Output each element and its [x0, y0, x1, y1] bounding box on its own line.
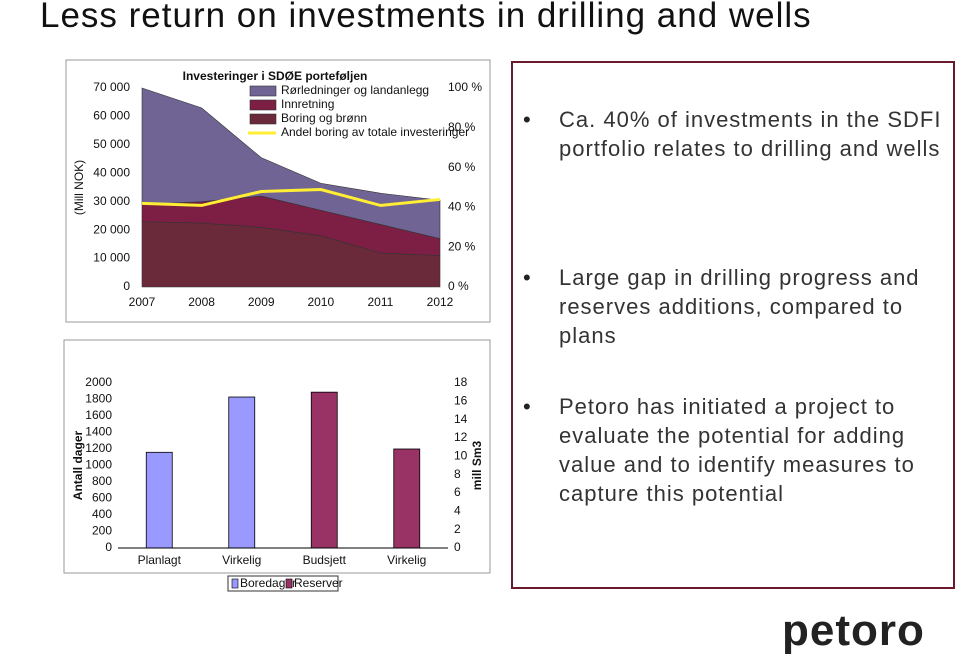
y2-tick-label: 16 [454, 394, 468, 408]
x-tick-label: 2010 [307, 295, 334, 309]
y-tick-label: 800 [92, 474, 112, 488]
charts: (Mill NOK) 0 10 000 20 000 30 000 40 000 50 00… [63, 59, 491, 592]
y-tick-label: 1400 [85, 425, 112, 439]
y2-tick-label: 18 [454, 375, 468, 389]
y-tick-label: 2000 [85, 375, 112, 389]
x-tick-label: 2009 [248, 295, 275, 309]
y-tick-label: 200 [92, 524, 112, 538]
x-tick-label: Planlagt [138, 553, 182, 567]
y-tick-label: 1600 [85, 408, 112, 422]
legend-swatch [249, 85, 277, 97]
legend-title: Investeringer i SDØE porteføljen [183, 69, 368, 83]
y2-tick-label: 40 % [448, 200, 476, 214]
x-tick-label: 2007 [129, 295, 156, 309]
y-tick-label: 0 [105, 540, 112, 554]
bullet: Ca. 40% of investments in the SDFI portf… [523, 105, 944, 163]
y-tick-label: 0 [123, 279, 130, 293]
legend-frame [227, 575, 339, 592]
x-tick-label: 2011 [367, 295, 393, 309]
y2-tick-label: 14 [454, 412, 468, 426]
y-tick-label: 70 000 [93, 80, 130, 94]
y-tick-label: 600 [92, 491, 112, 505]
chart-frame [63, 339, 491, 574]
legend-label: Innretning [281, 97, 334, 111]
legend-label: Boring og brønn [281, 111, 367, 125]
y2-axis-label: mill Sm3 [470, 441, 484, 491]
x-tick-label: Virkelig [387, 553, 426, 567]
text-panel: Ca. 40% of investments in the SDFI portf… [511, 61, 955, 589]
bullet: Petoro has initiated a project to evalua… [523, 392, 944, 508]
y2-tick-label: 12 [454, 430, 468, 444]
y-tick-label: 30 000 [93, 194, 130, 208]
legend-swatch [285, 578, 293, 589]
y-tick-label: 60 000 [93, 109, 130, 123]
bar [228, 396, 256, 549]
line [141, 187, 441, 207]
y-tick-label: 1800 [85, 392, 112, 406]
y2-tick-label: 10 [454, 449, 468, 463]
y2-tick-label: 60 % [448, 160, 476, 174]
x-tick-label: Virkelig [222, 553, 261, 567]
y2-tick-label: 80 % [448, 120, 476, 134]
bar [393, 448, 421, 549]
legend-label: Reserver [294, 576, 343, 590]
y-tick-label: 1000 [85, 458, 112, 472]
y2-tick-label: 4 [454, 504, 461, 518]
x-tick-label: 2008 [188, 295, 215, 309]
legend-label: Rørledninger og landanlegg [281, 83, 429, 97]
logo: petoro [782, 606, 925, 655]
y2-tick-label: 8 [454, 467, 461, 481]
y-tick-label: 40 000 [93, 165, 130, 179]
y2-tick-label: 0 [454, 540, 461, 554]
legend-label: Andel boring av totale investeringer [281, 125, 469, 139]
y2-tick-label: 6 [454, 485, 461, 499]
y2-tick-label: 100 % [448, 80, 482, 94]
y-tick-label: 1200 [85, 441, 112, 455]
legend-swatch [249, 113, 277, 125]
legend-swatch [249, 99, 277, 111]
x-tick-label: 2012 [427, 295, 454, 309]
bullet: Large gap in drilling progress and reser… [523, 263, 944, 350]
legend-label: Boredager [240, 576, 296, 590]
y-axis-label: (Mill NOK) [72, 160, 86, 215]
bar [310, 391, 338, 549]
y-axis-label: Antall dager [71, 431, 85, 501]
y-tick-label: 10 000 [93, 251, 130, 265]
slide-title: Less return on investments in drilling a… [40, 0, 812, 35]
bar [145, 451, 173, 549]
y-tick-label: 20 000 [93, 222, 130, 236]
y-tick-label: 400 [92, 507, 112, 521]
x-tick-label: Budsjett [303, 553, 347, 567]
y2-tick-label: 2 [454, 522, 461, 536]
y-tick-label: 50 000 [93, 137, 130, 151]
y2-tick-label: 20 % [448, 239, 476, 253]
y2-tick-label: 0 % [448, 279, 469, 293]
legend-swatch [231, 578, 239, 589]
